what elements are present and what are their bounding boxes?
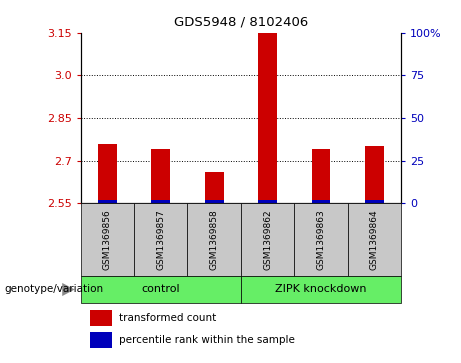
Text: GSM1369856: GSM1369856 [103, 209, 112, 270]
Text: ZIPK knockdown: ZIPK knockdown [275, 285, 366, 294]
Bar [294, 203, 348, 276]
Bar [205, 172, 224, 203]
Bar [312, 149, 331, 203]
Bar [81, 276, 241, 303]
Bar [188, 203, 241, 276]
Bar [151, 200, 170, 203]
Bar [81, 203, 134, 276]
Bar [258, 200, 277, 203]
Text: GSM1369864: GSM1369864 [370, 209, 379, 270]
Text: GSM1369862: GSM1369862 [263, 209, 272, 270]
Bar [258, 0, 277, 203]
Bar [241, 276, 401, 303]
Bar [98, 143, 117, 203]
Bar [365, 146, 384, 203]
Text: control: control [142, 285, 180, 294]
Title: GDS5948 / 8102406: GDS5948 / 8102406 [174, 16, 308, 29]
Text: percentile rank within the sample: percentile rank within the sample [119, 335, 296, 345]
Bar [134, 203, 188, 276]
Bar [90, 310, 112, 326]
Bar [365, 200, 384, 203]
Bar [241, 203, 294, 276]
Text: GSM1369858: GSM1369858 [210, 209, 219, 270]
Bar [98, 200, 117, 203]
Bar [312, 200, 331, 203]
Text: GSM1369857: GSM1369857 [156, 209, 165, 270]
Bar [90, 331, 112, 348]
Bar [348, 203, 401, 276]
Bar [151, 149, 170, 203]
Text: genotype/variation: genotype/variation [5, 285, 104, 294]
Text: GSM1369863: GSM1369863 [316, 209, 325, 270]
Bar [205, 200, 224, 203]
Text: transformed count: transformed count [119, 313, 217, 323]
